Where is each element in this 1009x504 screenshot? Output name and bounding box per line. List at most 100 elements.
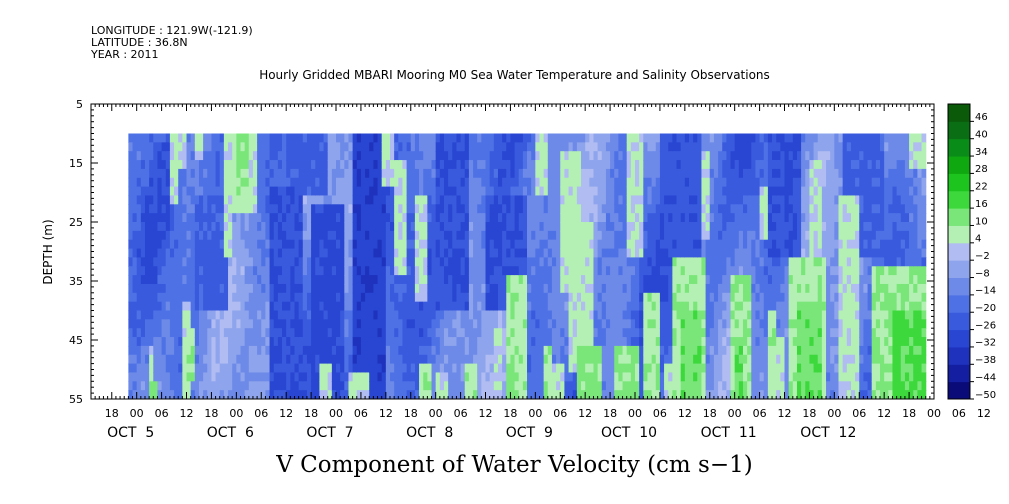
heatmap-cell [456,283,462,294]
heatmap-cell [356,328,362,338]
heatmap-cell [298,345,304,356]
heatmap-cell [144,363,150,374]
heatmap-cell [282,177,287,188]
heatmap-cell [635,160,640,170]
heatmap-cell [668,195,673,205]
heatmap-cell [618,337,624,347]
heatmap-cell [443,345,449,356]
heatmap-cell [144,168,150,179]
heatmap-cell [614,354,619,365]
heatmap-cell [356,151,362,161]
heatmap-cell [248,239,254,250]
heatmap-cell [601,301,607,312]
heatmap-cell [319,195,325,205]
heatmap-cell [618,372,624,382]
heatmap-cell [539,168,545,179]
heatmap-cell [398,195,404,205]
heatmap-cell [261,239,267,250]
heatmap-cell [622,372,628,382]
heatmap-cell [796,168,802,179]
heatmap-cell [182,142,188,152]
heatmap-cell [315,354,320,365]
heatmap-cell [365,266,370,276]
heatmap-cell [277,363,283,374]
heatmap-cell [718,248,723,258]
heatmap-cell [734,283,740,294]
heatmap-cell [759,328,765,338]
heatmap-cell [269,266,275,276]
heatmap-cell [215,160,221,170]
heatmap-cell [502,222,507,232]
heatmap-cell [514,390,520,399]
heatmap-cell [448,266,453,276]
heatmap-cell [427,195,433,205]
heatmap-cell [813,222,819,232]
heatmap-cell [742,133,748,143]
heatmap-cell [738,310,744,320]
heatmap-cell [352,283,358,294]
heatmap-cell [410,301,416,312]
heatmap-cell [477,151,482,161]
heatmap-cell [643,283,649,294]
heatmap-cell [697,168,703,179]
heatmap-cell [464,151,470,161]
heatmap-cell [576,390,582,399]
heatmap-cell [331,186,337,197]
heatmap-cell [514,160,520,170]
heatmap-cell [796,151,802,161]
heatmap-cell [306,275,312,285]
heatmap-cell [780,186,786,197]
heatmap-cell [244,222,250,232]
heatmap-cell [468,142,474,152]
heatmap-cell [190,266,196,276]
heatmap-cell [215,151,221,161]
heatmap-cell [755,381,761,391]
heatmap-cell [219,390,225,399]
heatmap-cell [468,363,474,374]
heatmap-cell [360,345,366,356]
heatmap-cell [406,213,412,223]
heatmap-cell [182,195,188,205]
heatmap-cell [647,257,653,267]
heatmap-cell [356,177,362,188]
heatmap-cell [705,248,711,258]
heatmap-cell [282,301,287,312]
heatmap-cell [697,239,703,250]
heatmap-cell [543,168,549,179]
heatmap-cell [713,168,719,179]
heatmap-cell [788,204,794,214]
heatmap-cell [626,345,632,356]
heatmap-cell [448,213,453,223]
heatmap-cell [144,319,150,329]
heatmap-cell [473,390,478,399]
heatmap-cell [273,213,279,223]
heatmap-cell [410,213,416,223]
heatmap-cell [473,363,478,374]
heatmap-cell [647,390,653,399]
heatmap-cell [522,372,528,382]
heatmap-cell [427,328,433,338]
heatmap-cell [423,266,428,276]
heatmap-cell [390,328,395,338]
heatmap-cell [734,168,740,179]
heatmap-cell [738,354,744,365]
heatmap-cell [485,372,491,382]
heatmap-cell [194,266,200,276]
heatmap-cell [597,142,603,152]
heatmap-cell [215,133,221,143]
heatmap-cell [672,186,678,197]
heatmap-cell [643,381,649,391]
heatmap-cell [522,160,528,170]
heatmap-cell [506,266,512,276]
heatmap-cell [439,222,445,232]
heatmap-cell [630,133,636,143]
heatmap-cell [402,381,408,391]
heatmap-cell [659,301,665,312]
heatmap-cell [477,177,482,188]
heatmap-cell [190,257,196,267]
heatmap-cell [796,213,802,223]
heatmap-cell [207,310,213,320]
heatmap-cell [232,390,237,399]
heatmap-cell [269,142,275,152]
heatmap-cell [190,301,196,312]
